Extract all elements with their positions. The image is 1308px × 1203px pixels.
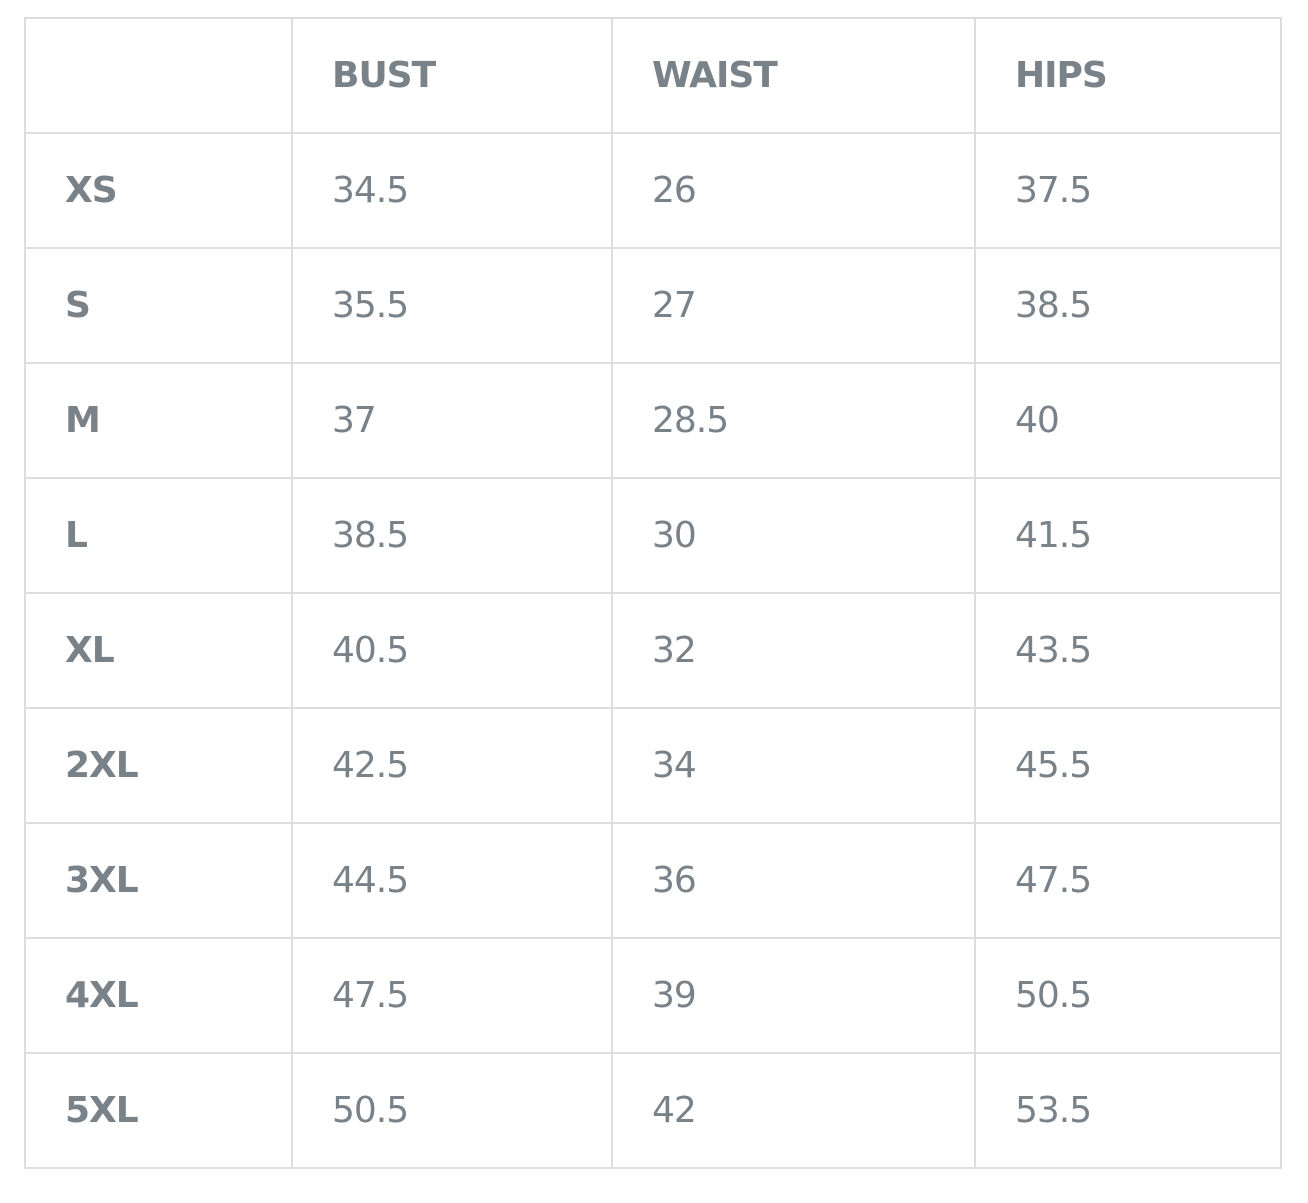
size-chart-table: BUST WAIST HIPS XS 34.5 26 37.5 S 35.5 27 38.5 M 37… (24, 17, 1282, 1169)
measurement-cell: 34 (611, 707, 976, 824)
measurement-cell: 28.5 (611, 362, 976, 479)
measurement-cell: 32 (611, 592, 976, 709)
measurement-cell: 47.5 (974, 822, 1282, 939)
measurement-cell: 44.5 (291, 822, 613, 939)
measurement-cell: 41.5 (974, 477, 1282, 594)
size-label: 4XL (24, 937, 293, 1054)
measurement-cell: 37 (291, 362, 613, 479)
column-header: HIPS (974, 17, 1282, 134)
measurement-cell: 27 (611, 247, 976, 364)
measurement-cell: 36 (611, 822, 976, 939)
column-header: BUST (291, 17, 613, 134)
measurement-cell: 39 (611, 937, 976, 1054)
size-label: L (24, 477, 293, 594)
size-label: XS (24, 132, 293, 249)
measurement-cell: 26 (611, 132, 976, 249)
table-row: XL 40.5 32 43.5 (24, 592, 1282, 709)
measurement-cell: 40 (974, 362, 1282, 479)
table-row: 5XL 50.5 42 53.5 (24, 1052, 1282, 1169)
measurement-cell: 42 (611, 1052, 976, 1169)
measurement-cell: 53.5 (974, 1052, 1282, 1169)
measurement-cell: 50.5 (291, 1052, 613, 1169)
measurement-cell: 35.5 (291, 247, 613, 364)
column-header: WAIST (611, 17, 976, 134)
size-label: XL (24, 592, 293, 709)
measurement-cell: 47.5 (291, 937, 613, 1054)
table-row: L 38.5 30 41.5 (24, 477, 1282, 594)
size-label: 3XL (24, 822, 293, 939)
table-row: XS 34.5 26 37.5 (24, 132, 1282, 249)
measurement-cell: 43.5 (974, 592, 1282, 709)
column-header (24, 17, 293, 134)
measurement-cell: 50.5 (974, 937, 1282, 1054)
measurement-cell: 45.5 (974, 707, 1282, 824)
table-row: 2XL 42.5 34 45.5 (24, 707, 1282, 824)
measurement-cell: 37.5 (974, 132, 1282, 249)
table-row: M 37 28.5 40 (24, 362, 1282, 479)
measurement-cell: 34.5 (291, 132, 613, 249)
measurement-cell: 30 (611, 477, 976, 594)
measurement-cell: 40.5 (291, 592, 613, 709)
table-row: 4XL 47.5 39 50.5 (24, 937, 1282, 1054)
measurement-cell: 38.5 (291, 477, 613, 594)
size-label: S (24, 247, 293, 364)
size-label: M (24, 362, 293, 479)
size-label: 5XL (24, 1052, 293, 1169)
measurement-cell: 38.5 (974, 247, 1282, 364)
header-row: BUST WAIST HIPS (24, 17, 1282, 134)
table-row: S 35.5 27 38.5 (24, 247, 1282, 364)
measurement-cell: 42.5 (291, 707, 613, 824)
size-label: 2XL (24, 707, 293, 824)
table-row: 3XL 44.5 36 47.5 (24, 822, 1282, 939)
